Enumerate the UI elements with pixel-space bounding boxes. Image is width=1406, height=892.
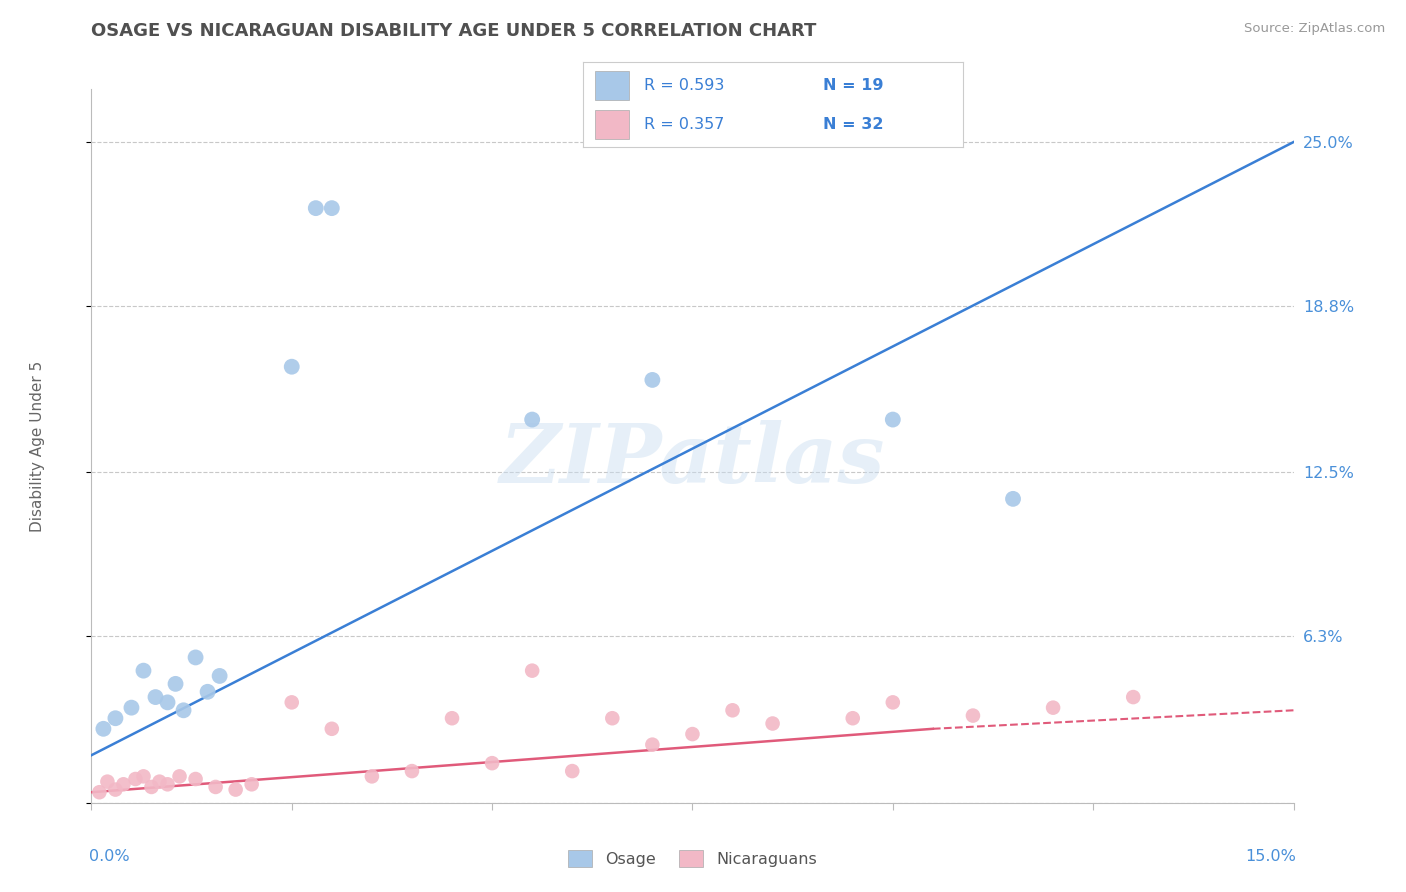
Point — [561, 764, 583, 778]
Bar — [595, 71, 628, 100]
Point — [197, 685, 219, 699]
Point — [401, 764, 423, 778]
Point — [89, 785, 111, 799]
Point — [882, 695, 904, 709]
Point — [132, 664, 155, 678]
Point — [173, 703, 195, 717]
Point — [641, 738, 664, 752]
Point — [962, 708, 984, 723]
Bar — [595, 110, 628, 139]
Point — [1122, 690, 1144, 704]
Point — [204, 780, 226, 794]
Text: ZIPatlas: ZIPatlas — [499, 420, 886, 500]
Point — [208, 669, 231, 683]
Point — [132, 769, 155, 783]
Point — [882, 412, 904, 426]
Point — [104, 711, 127, 725]
Text: N = 32: N = 32 — [823, 117, 883, 132]
Text: 15.0%: 15.0% — [1246, 849, 1296, 864]
Text: OSAGE VS NICARAGUAN DISABILITY AGE UNDER 5 CORRELATION CHART: OSAGE VS NICARAGUAN DISABILITY AGE UNDER… — [91, 22, 817, 40]
Point — [321, 201, 343, 215]
Point — [112, 777, 135, 791]
Legend: Osage, Nicaraguans: Osage, Nicaraguans — [561, 844, 824, 873]
Point — [721, 703, 744, 717]
Point — [481, 756, 503, 771]
Point — [145, 690, 167, 704]
Point — [441, 711, 464, 725]
Point — [281, 695, 304, 709]
Point — [360, 769, 382, 783]
Point — [1001, 491, 1024, 506]
Point — [184, 650, 207, 665]
Point — [641, 373, 664, 387]
Point — [156, 695, 179, 709]
Point — [124, 772, 146, 786]
Point — [281, 359, 304, 374]
Point — [305, 201, 328, 215]
Point — [169, 769, 191, 783]
Point — [184, 772, 207, 786]
Point — [148, 774, 170, 789]
Text: R = 0.593: R = 0.593 — [644, 78, 724, 93]
Point — [165, 677, 187, 691]
Point — [602, 711, 624, 725]
Point — [156, 777, 179, 791]
Point — [225, 782, 247, 797]
Text: N = 19: N = 19 — [823, 78, 883, 93]
Point — [121, 700, 143, 714]
Point — [96, 774, 118, 789]
Text: Source: ZipAtlas.com: Source: ZipAtlas.com — [1244, 22, 1385, 36]
Text: R = 0.357: R = 0.357 — [644, 117, 724, 132]
Point — [1042, 700, 1064, 714]
Point — [104, 782, 127, 797]
Point — [141, 780, 163, 794]
Point — [681, 727, 703, 741]
Point — [762, 716, 785, 731]
Point — [520, 412, 543, 426]
Point — [321, 722, 343, 736]
Point — [240, 777, 263, 791]
Text: 0.0%: 0.0% — [89, 849, 129, 864]
Text: Disability Age Under 5: Disability Age Under 5 — [30, 360, 45, 532]
Point — [520, 664, 543, 678]
Point — [93, 722, 115, 736]
Point — [841, 711, 863, 725]
